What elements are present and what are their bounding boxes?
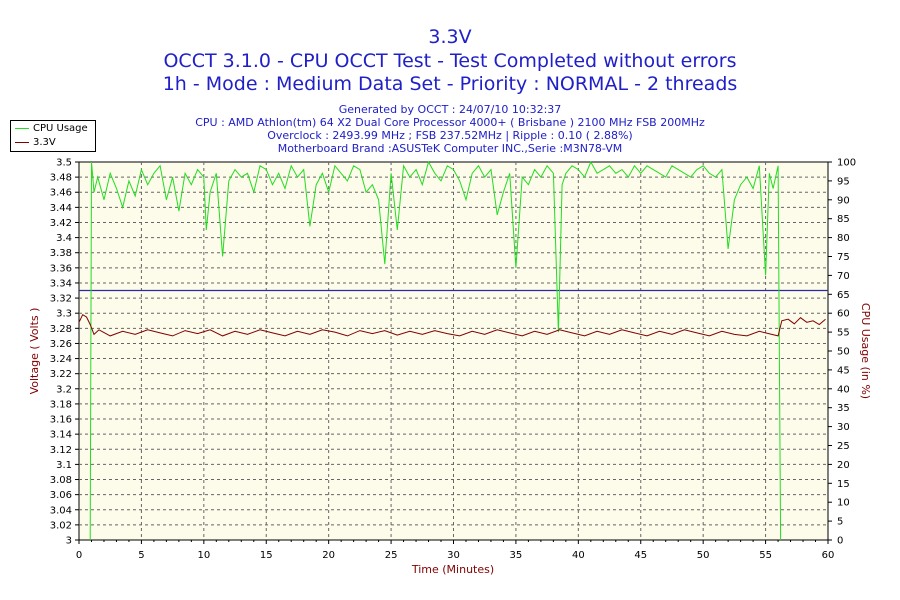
y-right-tick-label: 60 — [837, 309, 850, 320]
info-cpu: CPU : AMD Athlon(tm) 64 X2 Dual Core Pro… — [195, 116, 705, 129]
y-left-tick-label: 3.12 — [50, 445, 72, 456]
x-tick-label: 20 — [322, 550, 335, 561]
y-right-tick-label: 35 — [837, 403, 850, 414]
x-tick-label: 40 — [572, 550, 585, 561]
x-tick-label: 5 — [138, 550, 144, 561]
y-right-tick-label: 45 — [837, 365, 850, 376]
y-left-tick-label: 3.14 — [50, 430, 72, 441]
series-cpu-usage-line — [89, 160, 782, 541]
y-left-tick-label: 3.5 — [56, 158, 72, 169]
chart-subtitle-test: OCCT 3.1.0 - CPU OCCT Test - Test Comple… — [163, 50, 737, 72]
y-right-tick-label: 0 — [837, 536, 843, 547]
y-right-tick-label: 75 — [837, 252, 850, 263]
y-left-tick-label: 3.24 — [50, 354, 72, 365]
chart-subtitle-mode: 1h - Mode : Medium Data Set - Priority :… — [162, 73, 738, 95]
legend-swatch-cpu-usage — [15, 127, 29, 129]
x-tick-label: 50 — [697, 550, 710, 561]
y-right-tick-label: 70 — [837, 271, 850, 282]
y-axis-right-label: CPU Usage (in %) — [859, 303, 872, 399]
legend: CPU Usage 3.3V — [10, 120, 96, 152]
y-right-tick-label: 40 — [837, 384, 850, 395]
legend-item-cpu-usage: CPU Usage — [15, 123, 88, 135]
y-left-tick-label: 3.3 — [56, 309, 72, 320]
y-left-tick-label: 3.28 — [50, 324, 72, 335]
legend-label-cpu-usage: CPU Usage — [33, 123, 88, 134]
x-tick-label: 0 — [76, 550, 82, 561]
info-generated: Generated by OCCT : 24/07/10 10:32:37 — [338, 103, 562, 116]
y-left-tick-label: 3.38 — [50, 248, 72, 259]
y-left-tick-label: 3.1 — [56, 460, 72, 471]
x-tick-label: 30 — [447, 550, 460, 561]
y-right-tick-label: 90 — [837, 195, 850, 206]
y-axis-left: 3 3.02 3.04 3.06 3.08 3.1 3.12 3.14 3.16 3.18 3.2 3… — [50, 158, 79, 547]
y-left-tick-label: 3.02 — [50, 520, 72, 531]
y-left-tick-label: 3.22 — [50, 369, 72, 380]
y-right-tick-label: 25 — [837, 441, 850, 452]
y-left-tick-label: 3.4 — [56, 233, 72, 244]
y-left-tick-label: 3.06 — [50, 490, 72, 501]
y-left-tick-label: 3.32 — [50, 294, 72, 305]
y-left-tick-label: 3.36 — [50, 263, 72, 274]
series-3-3v-line — [78, 313, 826, 337]
y-left-tick-label: 3.2 — [56, 384, 72, 395]
y-right-tick-label: 5 — [837, 517, 843, 528]
y-right-tick-label: 50 — [837, 347, 850, 358]
x-tick-label: 60 — [822, 550, 835, 561]
y-left-tick-label: 3.46 — [50, 188, 72, 199]
y-left-tick-label: 3.08 — [50, 475, 72, 486]
y-axis-left-label: Voltage ( Volts ) — [28, 308, 41, 395]
x-tick-label: 15 — [260, 550, 273, 561]
y-right-tick-label: 80 — [837, 233, 850, 244]
y-right-tick-label: 30 — [837, 422, 850, 433]
y-axis-right: 0 5 10 15 20 25 30 35 40 45 50 55 60 65 70 75 80 85 90 95 10… — [828, 158, 856, 547]
chart-title: 3.3V — [428, 26, 472, 48]
y-left-tick-label: 3.16 — [50, 415, 72, 426]
y-left-tick-label: 3.48 — [50, 173, 72, 184]
y-right-tick-label: 100 — [837, 158, 856, 169]
y-left-tick-label: 3 — [66, 536, 72, 547]
x-tick-label: 10 — [197, 550, 210, 561]
y-right-tick-label: 20 — [837, 460, 850, 471]
x-axis: 0 5 10 15 20 25 30 35 40 45 50 55 60 — [76, 540, 835, 561]
y-right-tick-label: 65 — [837, 290, 850, 301]
y-left-tick-label: 3.34 — [50, 278, 72, 289]
y-right-tick-label: 15 — [837, 479, 850, 490]
y-right-tick-label: 55 — [837, 328, 850, 339]
y-right-tick-label: 95 — [837, 176, 850, 187]
y-left-tick-label: 3.18 — [50, 399, 72, 410]
y-right-tick-label: 10 — [837, 498, 850, 509]
x-axis-label: Time (Minutes) — [411, 563, 494, 576]
legend-swatch-3-3v — [15, 141, 29, 143]
x-tick-label: 25 — [385, 550, 398, 561]
y-left-tick-label: 3.42 — [50, 218, 72, 229]
info-motherboard: Motherboard Brand :ASUSTeK Computer INC.… — [277, 142, 623, 155]
legend-label-3-3v: 3.3V — [33, 137, 56, 148]
info-overclock: Overclock : 2493.99 MHz ; FSB 237.52MHz … — [267, 129, 633, 142]
grid — [79, 162, 828, 540]
x-tick-label: 35 — [510, 550, 523, 561]
y-right-tick-label: 85 — [837, 214, 850, 225]
x-tick-label: 45 — [634, 550, 647, 561]
y-left-tick-label: 3.04 — [50, 505, 72, 516]
y-left-tick-label: 3.26 — [50, 339, 72, 350]
y-left-tick-label: 3.44 — [50, 203, 72, 214]
x-tick-label: 55 — [759, 550, 772, 561]
legend-item-3-3v: 3.3V — [15, 137, 56, 149]
